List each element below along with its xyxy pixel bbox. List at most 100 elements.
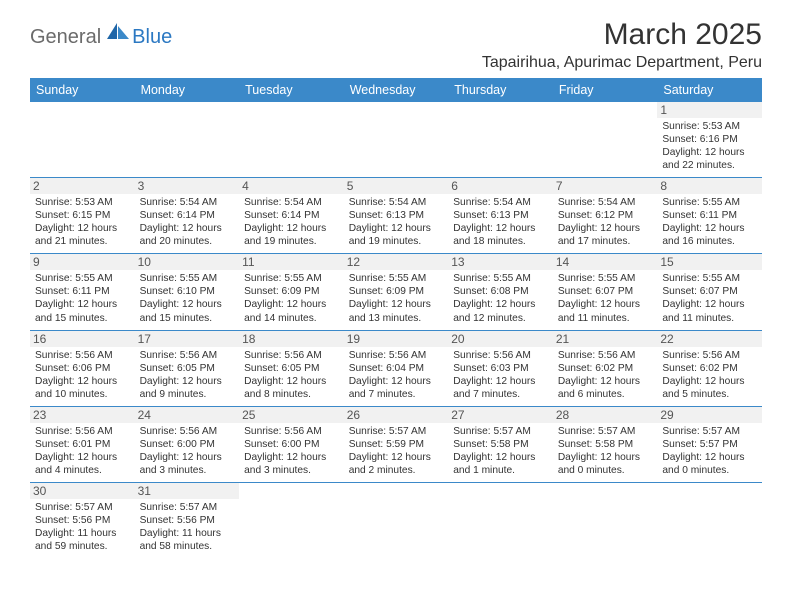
calendar-cell: 12Sunrise: 5:55 AMSunset: 6:09 PMDayligh… [344, 254, 449, 330]
calendar-cell: 9 Sunrise: 5:55 AMSunset: 6:11 PMDaylight… [30, 254, 135, 330]
calendar-week: 30 Sunrise: 5:57 AMSunset: 5:56 PMDayligh… [30, 482, 762, 558]
calendar-cell: 30Sunrise: 5:57 AMSunset: 5:56 PMDayligh… [30, 482, 135, 558]
calendar-cell: 20Sunrise: 5:56 AMSunset: 6:03 PMDayligh… [448, 330, 553, 406]
calendar-cell: 3 Sunrise: 5:54 AMSunset: 6:14 PMDaylight… [135, 178, 240, 254]
calendar-cell: 29 Sunrise: 5:57 AMSunset: 5:57 PMDayligh… [657, 406, 762, 482]
calendar-body: 1Sunrise: 5:53 AMSunset: 6:16 PMDaylight… [30, 102, 762, 558]
day-number: 8 [657, 178, 762, 194]
day-header: Thursday [448, 78, 553, 102]
day-info: Sunrise: 5:57 AMSunset: 5:56 PMDaylight:… [140, 501, 235, 553]
day-info: Sunrise: 5:55 AMSunset: 6:11 PMDaylight:… [35, 272, 130, 324]
location: Tapairihua, Apurimac Department, Peru [482, 54, 762, 72]
day-number: 31 [135, 483, 240, 499]
day-info: Sunrise: 5:56 AMSunset: 6:03 PMDaylight:… [453, 349, 548, 401]
day-info: Sunrise: 5:54 AMSunset: 6:14 PMDaylight:… [244, 196, 339, 248]
day-header-row: SundayMondayTuesdayWednesdayThursdayFrid… [30, 78, 762, 102]
calendar-cell: 8 Sunrise: 5:55 AMSunset: 6:11 PMDaylight… [657, 178, 762, 254]
day-number: 3 [135, 178, 240, 194]
day-number: 9 [30, 254, 135, 270]
day-number: 6 [448, 178, 553, 194]
day-info: Sunrise: 5:55 AMSunset: 6:07 PMDaylight:… [662, 272, 757, 324]
day-number: 30 [30, 483, 135, 499]
calendar-cell [30, 102, 135, 178]
day-number: 4 [239, 178, 344, 194]
calendar-cell [448, 482, 553, 558]
day-number: 21 [553, 331, 658, 347]
day-info: Sunrise: 5:53 AMSunset: 6:16 PMDaylight:… [662, 120, 757, 172]
day-info: Sunrise: 5:54 AMSunset: 6:12 PMDaylight:… [558, 196, 653, 248]
calendar-table: SundayMondayTuesdayWednesdayThursdayFrid… [30, 78, 762, 558]
day-number: 14 [553, 254, 658, 270]
day-number: 19 [344, 331, 449, 347]
calendar-cell: 24 Sunrise: 5:56 AMSunset: 6:00 PMDayligh… [135, 406, 240, 482]
calendar-week: 2 Sunrise: 5:53 AMSunset: 6:15 PMDaylight… [30, 178, 762, 254]
day-number: 24 [135, 407, 240, 423]
day-header: Wednesday [344, 78, 449, 102]
day-header: Saturday [657, 78, 762, 102]
calendar-cell: 10Sunrise: 5:55 AMSunset: 6:10 PMDayligh… [135, 254, 240, 330]
day-info: Sunrise: 5:57 AMSunset: 5:59 PMDaylight:… [349, 425, 444, 477]
calendar-week: 1Sunrise: 5:53 AMSunset: 6:16 PMDaylight… [30, 102, 762, 178]
calendar-cell: 26 Sunrise: 5:57 AMSunset: 5:59 PMDayligh… [344, 406, 449, 482]
day-number: 29 [657, 407, 762, 423]
sail-icon [105, 21, 131, 48]
day-number: 15 [657, 254, 762, 270]
calendar-cell: 21 Sunrise: 5:56 AMSunset: 6:02 PMDayligh… [553, 330, 658, 406]
day-number: 26 [344, 407, 449, 423]
header: General Blue March 2025 Tapairihua, Apur… [30, 18, 762, 72]
day-info: Sunrise: 5:56 AMSunset: 6:04 PMDaylight:… [349, 349, 444, 401]
day-info: Sunrise: 5:56 AMSunset: 6:05 PMDaylight:… [140, 349, 235, 401]
calendar-cell: 5Sunrise: 5:54 AMSunset: 6:13 PMDaylight… [344, 178, 449, 254]
calendar-cell: 1Sunrise: 5:53 AMSunset: 6:16 PMDaylight… [657, 102, 762, 178]
calendar-cell [553, 102, 658, 178]
day-header: Sunday [30, 78, 135, 102]
day-info: Sunrise: 5:55 AMSunset: 6:10 PMDaylight:… [140, 272, 235, 324]
day-info: Sunrise: 5:57 AMSunset: 5:58 PMDaylight:… [453, 425, 548, 477]
calendar-cell: 17 Sunrise: 5:56 AMSunset: 6:05 PMDayligh… [135, 330, 240, 406]
calendar-cell: 23Sunrise: 5:56 AMSunset: 6:01 PMDayligh… [30, 406, 135, 482]
calendar-cell: 27Sunrise: 5:57 AMSunset: 5:58 PMDayligh… [448, 406, 553, 482]
calendar-cell: 7 Sunrise: 5:54 AMSunset: 6:12 PMDaylight… [553, 178, 658, 254]
logo-text-blue: Blue [132, 26, 172, 49]
day-info: Sunrise: 5:55 AMSunset: 6:08 PMDaylight:… [453, 272, 548, 324]
day-info: Sunrise: 5:57 AMSunset: 5:57 PMDaylight:… [662, 425, 757, 477]
calendar-cell [448, 102, 553, 178]
calendar-cell: 11 Sunrise: 5:55 AMSunset: 6:09 PMDayligh… [239, 254, 344, 330]
day-number: 18 [239, 331, 344, 347]
day-info: Sunrise: 5:56 AMSunset: 6:02 PMDaylight:… [662, 349, 757, 401]
day-number: 2 [30, 178, 135, 194]
day-header: Monday [135, 78, 240, 102]
day-header: Friday [553, 78, 658, 102]
day-info: Sunrise: 5:55 AMSunset: 6:07 PMDaylight:… [558, 272, 653, 324]
calendar-cell: 18 Sunrise: 5:56 AMSunset: 6:05 PMDayligh… [239, 330, 344, 406]
calendar-week: 9 Sunrise: 5:55 AMSunset: 6:11 PMDaylight… [30, 254, 762, 330]
calendar-cell [239, 482, 344, 558]
calendar-cell: 14 Sunrise: 5:55 AMSunset: 6:07 PMDayligh… [553, 254, 658, 330]
day-info: Sunrise: 5:55 AMSunset: 6:09 PMDaylight:… [349, 272, 444, 324]
month-title: March 2025 [482, 18, 762, 52]
calendar-cell [344, 482, 449, 558]
logo: General Blue [30, 26, 172, 49]
calendar-cell: 13 Sunrise: 5:55 AMSunset: 6:08 PMDayligh… [448, 254, 553, 330]
day-info: Sunrise: 5:56 AMSunset: 6:05 PMDaylight:… [244, 349, 339, 401]
day-info: Sunrise: 5:56 AMSunset: 6:00 PMDaylight:… [140, 425, 235, 477]
day-info: Sunrise: 5:57 AMSunset: 5:58 PMDaylight:… [558, 425, 653, 477]
logo-text-general: General [30, 26, 101, 49]
day-info: Sunrise: 5:55 AMSunset: 6:11 PMDaylight:… [662, 196, 757, 248]
day-number: 13 [448, 254, 553, 270]
calendar-cell: 22Sunrise: 5:56 AMSunset: 6:02 PMDayligh… [657, 330, 762, 406]
day-number: 17 [135, 331, 240, 347]
day-number: 7 [553, 178, 658, 194]
calendar-cell [657, 482, 762, 558]
title-block: March 2025 Tapairihua, Apurimac Departme… [482, 18, 762, 72]
calendar-cell [553, 482, 658, 558]
day-info: Sunrise: 5:55 AMSunset: 6:09 PMDaylight:… [244, 272, 339, 324]
day-number: 11 [239, 254, 344, 270]
day-number: 23 [30, 407, 135, 423]
calendar-cell: 4 Sunrise: 5:54 AMSunset: 6:14 PMDaylight… [239, 178, 344, 254]
calendar-cell: 16Sunrise: 5:56 AMSunset: 6:06 PMDayligh… [30, 330, 135, 406]
day-info: Sunrise: 5:56 AMSunset: 6:02 PMDaylight:… [558, 349, 653, 401]
day-info: Sunrise: 5:56 AMSunset: 6:00 PMDaylight:… [244, 425, 339, 477]
day-info: Sunrise: 5:54 AMSunset: 6:14 PMDaylight:… [140, 196, 235, 248]
day-info: Sunrise: 5:53 AMSunset: 6:15 PMDaylight:… [35, 196, 130, 248]
